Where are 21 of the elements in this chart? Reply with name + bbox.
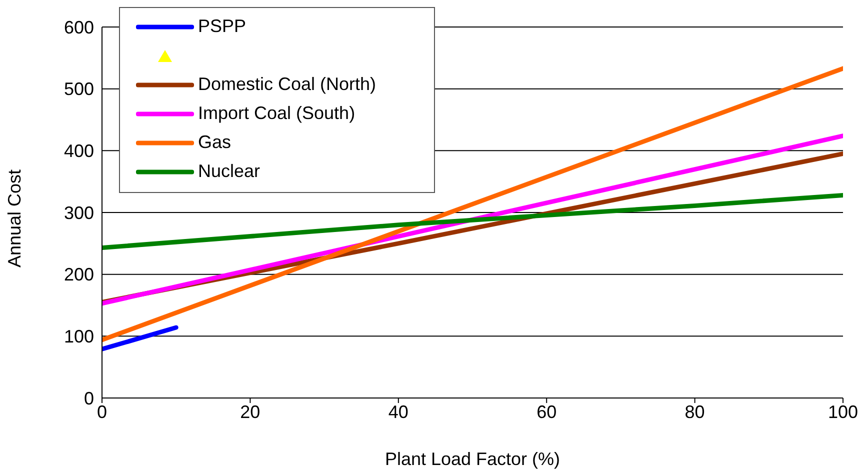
legend-label: Import Coal (South) xyxy=(198,103,356,124)
line-series xyxy=(102,192,843,250)
y-tick-label: 0 xyxy=(84,388,94,408)
y-tick-label: 200 xyxy=(64,264,94,285)
y-tick-label: 100 xyxy=(64,326,94,347)
y-tick-label: 600 xyxy=(64,17,94,38)
y-tick-label: 500 xyxy=(64,79,94,100)
legend-label: Nuclear xyxy=(198,161,260,182)
x-tick-label: 40 xyxy=(388,402,408,422)
x-tick-label: 100 xyxy=(828,402,858,422)
y-axis-title: Annual Cost xyxy=(4,169,24,268)
x-tick-label: 80 xyxy=(684,402,705,422)
y-tick-label: 300 xyxy=(64,202,94,223)
x-tick-label: 0 xyxy=(96,402,108,422)
legend-label: PSPP xyxy=(198,16,246,37)
legend-label: Gas xyxy=(198,132,232,153)
x-tick-label: 60 xyxy=(536,402,557,422)
legend-label: Domestic Coal (North) xyxy=(198,74,376,95)
x-axis-title: Plant Load Factor (%) xyxy=(384,449,560,469)
y-tick-label: 400 xyxy=(64,141,94,162)
x-tick-label: 20 xyxy=(240,402,260,422)
